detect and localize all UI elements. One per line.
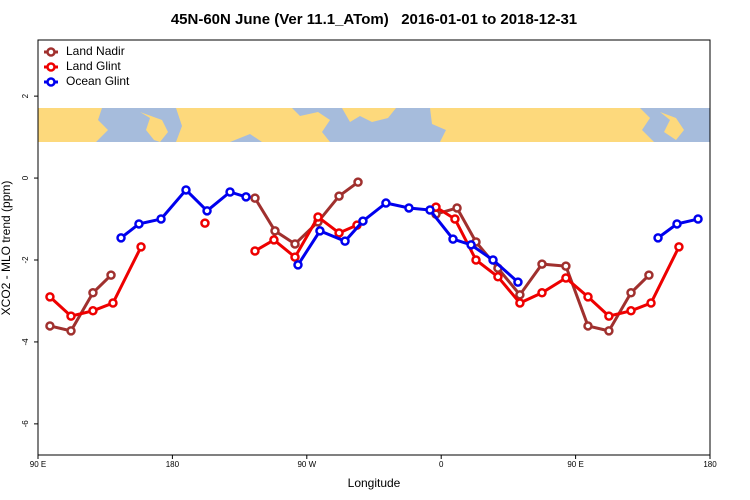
data-point bbox=[108, 298, 118, 308]
data-point bbox=[88, 288, 98, 298]
data-point bbox=[334, 228, 344, 238]
data-point bbox=[106, 270, 116, 280]
data-point bbox=[66, 311, 76, 321]
map-band bbox=[38, 108, 710, 142]
x-tick-label: 90 E bbox=[30, 460, 46, 469]
data-point bbox=[353, 177, 363, 187]
data-point bbox=[452, 203, 462, 213]
y-tick-label: -4 bbox=[21, 338, 30, 346]
data-point bbox=[290, 252, 300, 262]
data-point bbox=[269, 235, 279, 245]
y-tick-label: 2 bbox=[21, 93, 30, 98]
data-point bbox=[561, 261, 571, 271]
data-point bbox=[515, 290, 525, 300]
data-point bbox=[626, 306, 636, 316]
data-point bbox=[425, 205, 435, 215]
data-point bbox=[471, 255, 481, 265]
data-point bbox=[358, 216, 368, 226]
data-point bbox=[270, 226, 280, 236]
data-point bbox=[450, 214, 460, 224]
data-point bbox=[488, 255, 498, 265]
plot-frame bbox=[37, 39, 711, 456]
data-point bbox=[515, 298, 525, 308]
legend-marker bbox=[46, 47, 56, 57]
legend-label: Land Nadir bbox=[66, 44, 125, 58]
data-point bbox=[561, 273, 571, 283]
data-point bbox=[200, 218, 210, 228]
data-point bbox=[583, 321, 593, 331]
data-point bbox=[674, 242, 684, 252]
x-axis-label: Longitude bbox=[348, 476, 401, 490]
y-tick-label: 0 bbox=[21, 175, 30, 180]
data-point bbox=[626, 288, 636, 298]
x-tick-label: 90 W bbox=[297, 460, 316, 469]
data-point bbox=[250, 246, 260, 256]
x-tick-label: 180 bbox=[166, 460, 180, 469]
data-point bbox=[693, 214, 703, 224]
data-point bbox=[672, 219, 682, 229]
data-point bbox=[45, 292, 55, 302]
data-point bbox=[290, 239, 300, 249]
data-point bbox=[134, 219, 144, 229]
data-point bbox=[583, 292, 593, 302]
series-line bbox=[48, 246, 143, 318]
data-point bbox=[604, 311, 614, 321]
x-tick-label: 0 bbox=[439, 460, 444, 469]
data-point bbox=[136, 242, 146, 252]
data-point bbox=[181, 185, 191, 195]
data-point bbox=[116, 233, 126, 243]
legend-label: Ocean Glint bbox=[66, 74, 130, 88]
chart-title: 45N-60N June (Ver 11.1_ATom) 2016-01-01 … bbox=[171, 11, 577, 28]
data-point bbox=[493, 272, 503, 282]
x-tick-label: 180 bbox=[703, 460, 717, 469]
data-point bbox=[448, 234, 458, 244]
data-point bbox=[225, 187, 235, 197]
data-point bbox=[202, 206, 212, 216]
data-point bbox=[381, 198, 391, 208]
data-point bbox=[66, 326, 76, 336]
legend-marker bbox=[46, 62, 56, 72]
y-tick-label: -6 bbox=[21, 420, 30, 428]
data-point bbox=[45, 321, 55, 331]
legend-marker bbox=[46, 77, 56, 87]
data-point bbox=[334, 191, 344, 201]
series-line bbox=[296, 201, 519, 284]
data-point bbox=[315, 226, 325, 236]
data-point bbox=[156, 214, 166, 224]
series-line bbox=[49, 274, 113, 333]
y-tick-label: -2 bbox=[21, 256, 30, 264]
data-point bbox=[653, 233, 663, 243]
data-point bbox=[293, 260, 303, 270]
series-line bbox=[120, 187, 247, 240]
data-point bbox=[644, 270, 654, 280]
data-point bbox=[88, 306, 98, 316]
data-point bbox=[241, 192, 251, 202]
data-point bbox=[404, 203, 414, 213]
data-point bbox=[646, 298, 656, 308]
x-tick-label: 90 E bbox=[567, 460, 583, 469]
data-point bbox=[313, 212, 323, 222]
data-point bbox=[250, 193, 260, 203]
series-line bbox=[435, 206, 650, 333]
data-point bbox=[340, 236, 350, 246]
data-point bbox=[537, 288, 547, 298]
data-point bbox=[466, 240, 476, 250]
legend-label: Land Glint bbox=[66, 59, 121, 73]
data-point bbox=[513, 277, 523, 287]
data-point bbox=[604, 326, 614, 336]
data-point bbox=[537, 259, 547, 269]
y-axis-label: XCO2 - MLO trend (ppm) bbox=[0, 181, 13, 316]
